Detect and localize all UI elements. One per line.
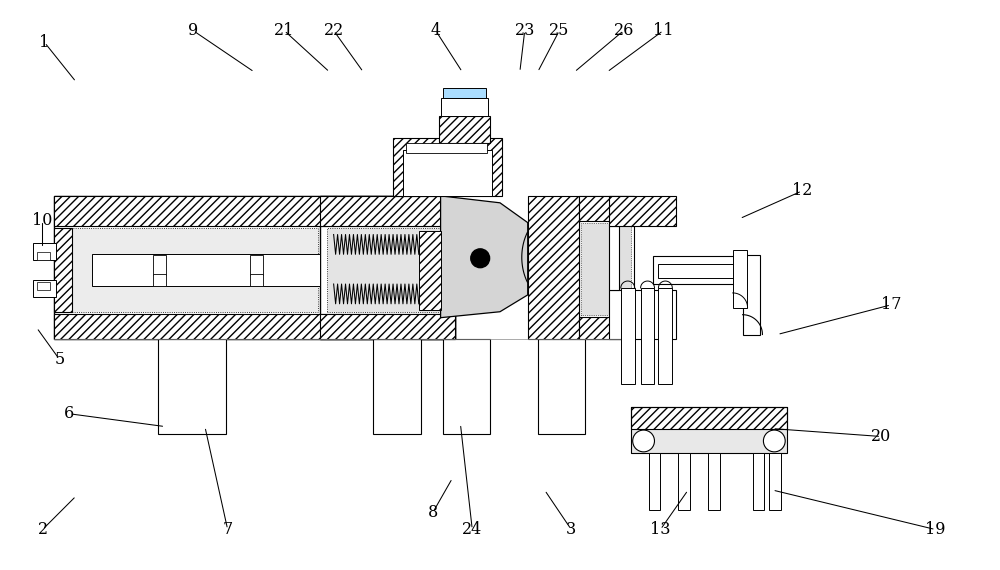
Text: 8: 8 [428,504,438,521]
Bar [37,253,50,260]
Text: 4: 4 [431,22,441,39]
Bar [653,256,757,284]
Text: 1: 1 [39,34,50,51]
Bar [631,407,787,453]
Bar [250,255,263,275]
Bar [320,196,455,226]
Text: 21: 21 [274,22,294,39]
Bar [406,144,487,153]
Bar [678,453,690,510]
Bar [609,196,676,226]
Bar [609,226,619,290]
Text: 26: 26 [614,22,634,39]
Bar [439,116,490,144]
Bar [443,88,486,98]
Text: 6: 6 [64,405,74,422]
Bar [92,254,320,286]
Text: 10: 10 [32,212,53,229]
Bar [579,317,634,340]
Bar [743,255,760,335]
Bar [609,290,676,340]
Bar [327,227,448,312]
Bar [753,453,764,510]
Bar [631,429,787,453]
Bar [528,196,579,340]
Bar [708,453,720,510]
Bar [579,196,634,221]
Bar [649,453,660,510]
Bar [658,288,672,384]
Bar [54,314,455,340]
Text: 11: 11 [653,22,674,39]
Bar [33,280,56,297]
Bar [733,250,747,308]
Text: 13: 13 [650,521,671,538]
Bar [403,150,492,196]
Bar [153,274,166,286]
Text: 9: 9 [188,22,198,39]
Bar [250,274,263,286]
Bar [320,196,455,340]
Bar [621,288,635,384]
Bar [641,288,654,384]
Bar [769,453,781,510]
Polygon shape [441,196,528,317]
Bar [33,243,56,260]
Text: 17: 17 [881,296,901,314]
Circle shape [471,249,490,268]
Bar [441,98,488,116]
Bar [419,230,441,310]
Text: 12: 12 [792,182,812,200]
Text: 3: 3 [566,521,576,538]
Bar [54,227,72,312]
Bar [54,196,455,226]
Bar [373,340,421,434]
Text: 23: 23 [515,22,535,39]
Bar [54,196,455,340]
Bar [631,407,787,429]
Text: 5: 5 [54,351,64,368]
Bar [320,314,455,340]
Bar [581,223,631,315]
Bar [443,340,490,434]
Text: 20: 20 [871,428,891,445]
Text: 25: 25 [549,22,570,39]
Text: 22: 22 [324,22,344,39]
Bar [579,196,634,340]
Bar [37,282,50,290]
Text: 19: 19 [925,521,946,538]
Bar [158,340,226,434]
Bar [72,227,318,312]
Bar [530,225,577,312]
Text: 2: 2 [37,521,48,538]
Bar [538,340,585,434]
Text: 24: 24 [462,521,482,538]
Text: 7: 7 [223,521,233,538]
Bar [658,264,746,278]
Circle shape [763,430,785,452]
Bar [153,255,166,275]
Circle shape [633,430,654,452]
Bar [393,139,502,196]
